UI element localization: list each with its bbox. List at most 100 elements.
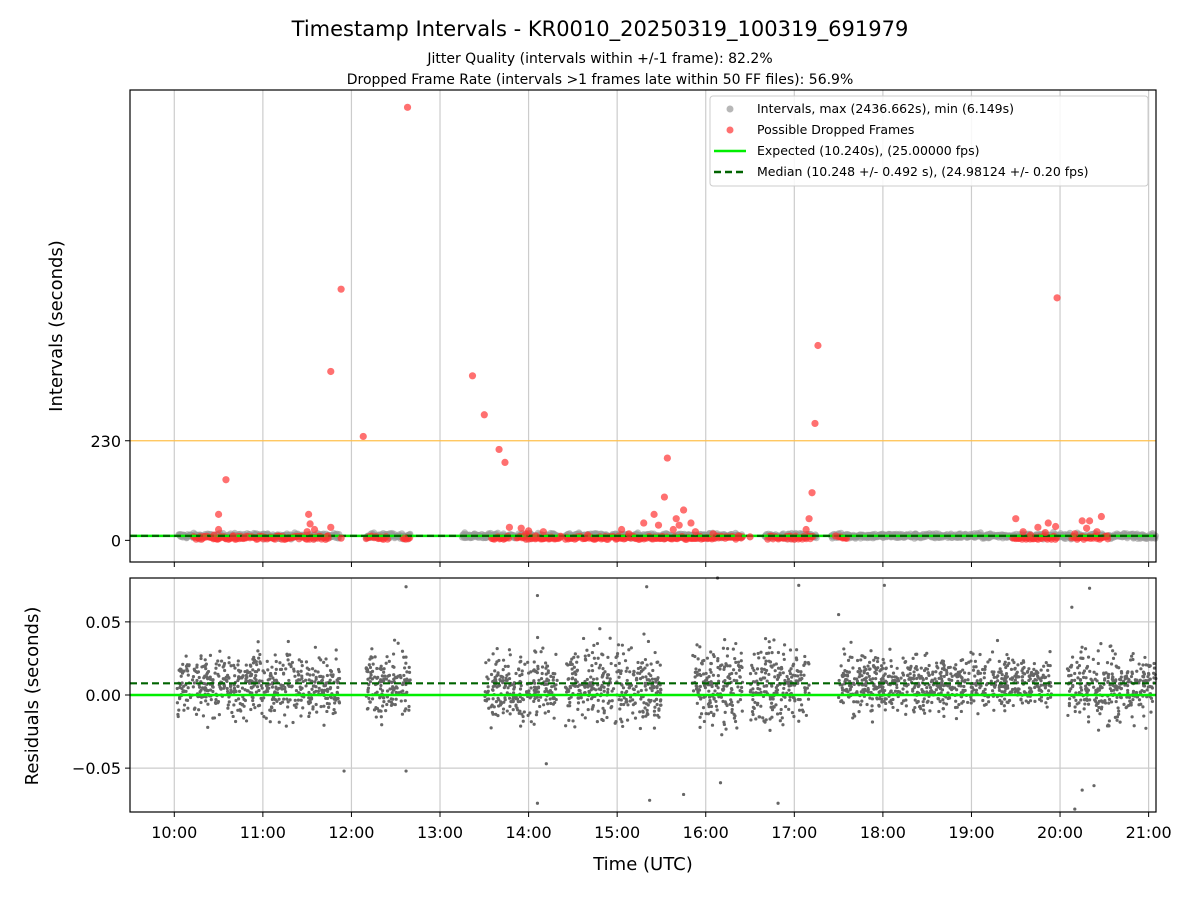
residual-point	[731, 668, 736, 672]
residual-point	[935, 683, 940, 688]
residual-point	[197, 675, 201, 680]
residual-point	[1065, 667, 1070, 671]
residual-point	[204, 699, 208, 703]
residual-point	[787, 707, 791, 711]
dropped-frame-point	[495, 445, 503, 454]
residual-point	[756, 651, 760, 656]
residual-point	[691, 653, 695, 658]
residual-point	[797, 719, 801, 723]
residual-point	[540, 665, 545, 669]
dropped-frame-point	[539, 528, 547, 536]
residual-point	[405, 690, 409, 695]
residual-point	[336, 681, 340, 685]
residual-point	[1122, 702, 1126, 706]
residual-point	[566, 663, 570, 667]
residual-point	[768, 728, 772, 732]
residual-point	[399, 676, 403, 680]
residual-point	[249, 673, 253, 678]
residual-point	[595, 641, 600, 646]
residual-point	[184, 664, 189, 669]
residual-point	[962, 688, 966, 693]
residual-point	[708, 701, 712, 705]
dropped-frame-point	[524, 527, 533, 535]
residual-point	[1143, 655, 1147, 660]
residual-point	[851, 716, 855, 720]
residual-point	[292, 669, 296, 673]
top-y-axis-label: Intervals (seconds)	[46, 240, 67, 412]
residual-point	[554, 687, 558, 691]
residual-point	[842, 688, 846, 692]
residual-point	[624, 669, 628, 673]
legend-dropped-marker	[726, 126, 734, 134]
dropped-frame-point	[1026, 531, 1035, 539]
residual-point	[1067, 701, 1071, 706]
dropped-frame-point	[1078, 517, 1086, 525]
residual-point	[905, 690, 909, 694]
residual-point	[486, 677, 490, 681]
residual-point	[723, 678, 727, 683]
residual-point	[642, 701, 646, 705]
residual-point	[915, 676, 919, 681]
residual-point	[217, 713, 221, 717]
residual-point	[506, 686, 510, 690]
residual-point	[403, 699, 407, 703]
residual-point	[1005, 700, 1009, 704]
residual-point	[940, 677, 944, 681]
residual-point	[1124, 706, 1128, 710]
residual-point	[1081, 671, 1085, 675]
residual-point	[510, 700, 514, 704]
residual-point	[1117, 712, 1121, 716]
dropped-frame-point	[654, 521, 663, 529]
residual-point	[286, 700, 290, 704]
residual-point	[651, 668, 655, 673]
residual-point	[638, 726, 642, 731]
residual-point	[327, 705, 331, 709]
residual-point	[232, 663, 236, 667]
residual-point	[233, 719, 238, 724]
residual-point	[575, 660, 579, 664]
residual-point	[644, 675, 648, 679]
residual-point	[546, 702, 550, 706]
residual-point	[937, 709, 941, 714]
residual-point	[859, 690, 863, 694]
residual-point	[1132, 724, 1136, 728]
dropped-frame-point	[805, 515, 813, 523]
chart-subtitle-jitter: Jitter Quality (intervals within +/-1 fr…	[426, 51, 772, 67]
residual-point	[552, 684, 556, 688]
residual-point	[849, 640, 853, 644]
residual-point	[526, 660, 530, 664]
dropped-frame-point	[669, 525, 677, 534]
residual-point	[708, 698, 712, 703]
residual-point	[876, 685, 880, 690]
residual-point	[982, 676, 986, 680]
dropped-frame-point	[505, 523, 513, 531]
residual-point	[572, 655, 576, 659]
residual-point	[950, 688, 954, 692]
residual-point	[1079, 698, 1083, 702]
residual-point	[614, 655, 618, 660]
residual-point	[839, 664, 843, 668]
residual-point	[702, 683, 707, 688]
residual-point	[601, 706, 605, 710]
residual-point	[382, 679, 386, 683]
residual-point	[262, 715, 266, 719]
dropped-frame-point	[1103, 532, 1111, 540]
residual-point	[752, 668, 756, 672]
residual-point	[614, 720, 618, 724]
residual-point	[508, 653, 512, 657]
residual-point	[304, 678, 308, 682]
residual-point	[229, 684, 233, 688]
residual-point	[285, 652, 289, 656]
residual-point	[1126, 670, 1130, 674]
residual-point	[971, 668, 976, 672]
residual-point	[621, 686, 626, 690]
residual-point	[1048, 695, 1053, 699]
residual-point	[903, 678, 907, 683]
residual-point	[885, 680, 889, 685]
residual-point	[1033, 699, 1037, 703]
residual-point	[201, 714, 206, 718]
residual-point	[912, 685, 916, 690]
residual-point	[1113, 652, 1117, 656]
residual-point	[195, 663, 199, 667]
residual-point	[1082, 707, 1086, 711]
